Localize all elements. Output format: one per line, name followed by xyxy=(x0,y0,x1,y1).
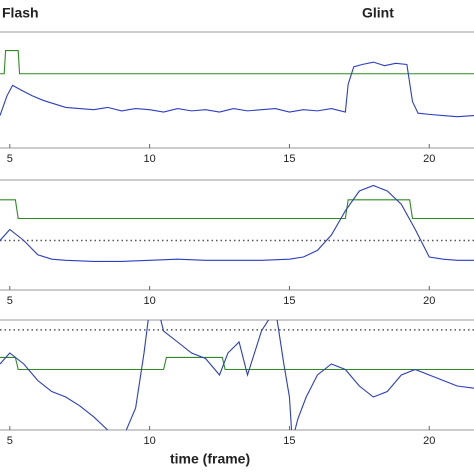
series-line xyxy=(0,184,474,262)
x-tick-label: 10 xyxy=(143,153,155,165)
x-tick-label: 15 xyxy=(283,153,295,165)
annotation: Flash xyxy=(2,5,39,21)
x-axis-label: time (frame) xyxy=(170,451,250,467)
x-tick-label: 5 xyxy=(7,153,13,165)
x-tick-label: 20 xyxy=(423,295,435,307)
plot-area xyxy=(0,184,474,262)
x-tick-label: 20 xyxy=(423,153,435,165)
x-tick-label: 10 xyxy=(143,435,155,447)
x-tick-label: 15 xyxy=(283,295,295,307)
plot-area xyxy=(0,320,474,430)
series-line xyxy=(0,356,474,371)
plot-area xyxy=(0,50,474,118)
x-tick-label: 10 xyxy=(143,295,155,307)
annotation: Glint xyxy=(362,5,394,21)
x-tick-label: 5 xyxy=(7,295,13,307)
series-line xyxy=(0,199,474,220)
series-line xyxy=(0,320,474,430)
series-line xyxy=(0,50,474,75)
series-line xyxy=(0,61,474,118)
x-tick-label: 15 xyxy=(283,435,295,447)
x-tick-label: 5 xyxy=(7,435,13,447)
x-tick-label: 20 xyxy=(423,435,435,447)
